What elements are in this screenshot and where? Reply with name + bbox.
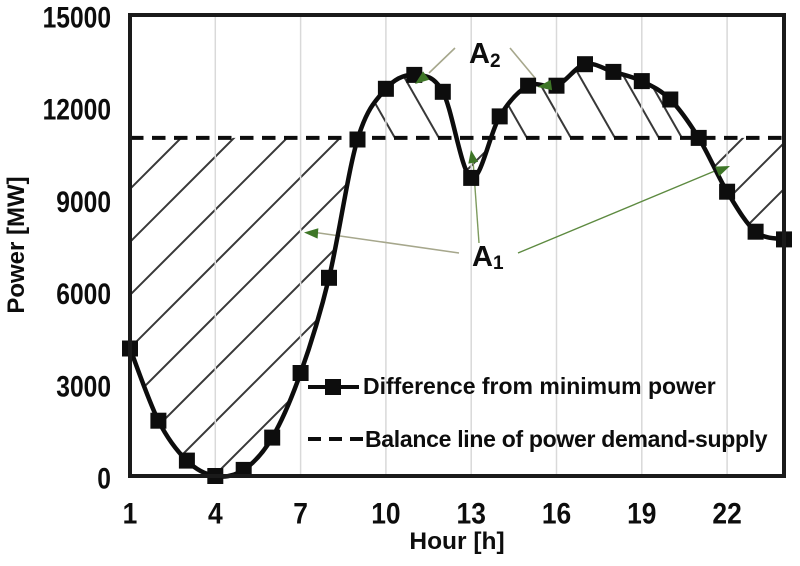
svg-text:6000: 6000: [56, 277, 111, 311]
svg-text:9000: 9000: [56, 185, 111, 219]
svg-text:4: 4: [208, 496, 223, 530]
svg-text:13: 13: [457, 496, 486, 530]
svg-text:12000: 12000: [43, 92, 111, 126]
svg-text:7: 7: [293, 496, 308, 530]
svg-text:Difference from minimum power: Difference from minimum power: [363, 373, 716, 399]
svg-text:15000: 15000: [43, 0, 111, 34]
svg-text:Power [MW]: Power [MW]: [3, 176, 30, 313]
svg-text:19: 19: [627, 496, 656, 530]
svg-text:3000: 3000: [56, 369, 111, 403]
svg-text:22: 22: [712, 496, 741, 530]
svg-text:16: 16: [542, 496, 571, 530]
svg-text:Hour [h]: Hour [h]: [409, 528, 504, 555]
svg-text:10: 10: [371, 496, 400, 530]
svg-text:1: 1: [123, 496, 138, 530]
svg-text:0: 0: [97, 461, 111, 495]
svg-text:Balance line of power demand-s: Balance line of power demand-supply: [365, 426, 768, 452]
